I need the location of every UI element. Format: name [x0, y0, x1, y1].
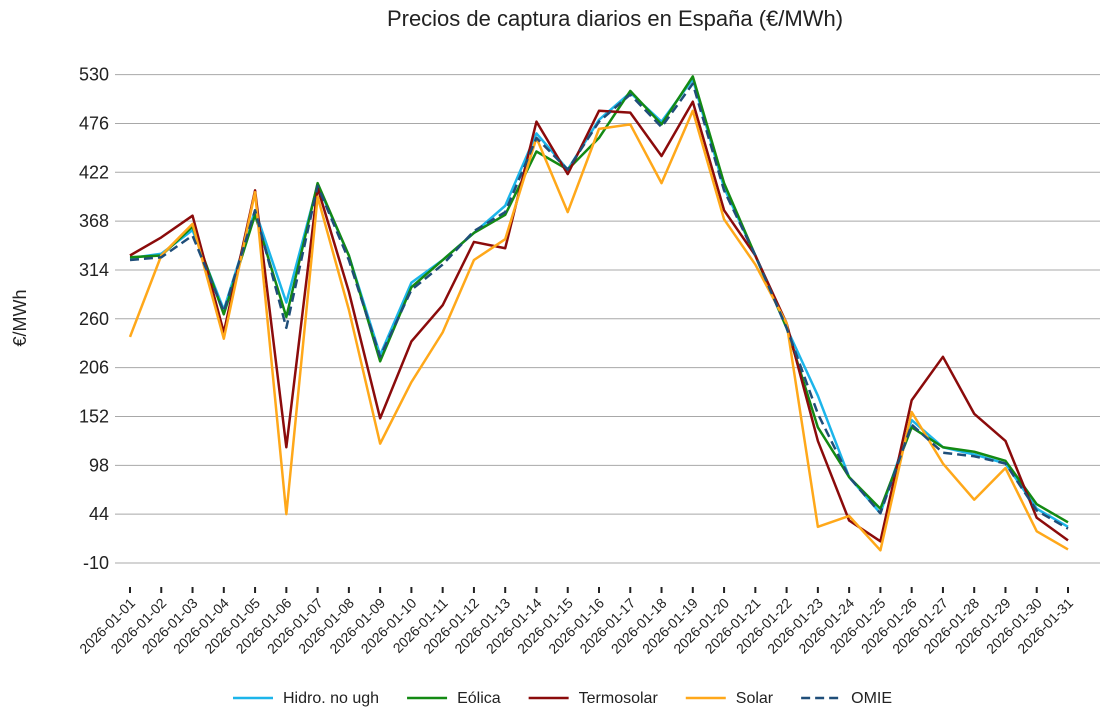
series-line: [129, 75, 1069, 524]
y-tick-label: 260: [79, 309, 109, 329]
y-axis-label: €/MWh: [10, 289, 30, 346]
y-tick-label: 152: [79, 406, 109, 426]
legend-label: Solar: [736, 690, 774, 707]
series-line: [129, 100, 1069, 543]
series-line: [129, 82, 1069, 530]
y-tick-label: 44: [89, 504, 109, 524]
legend-label: OMIE: [851, 690, 892, 707]
y-tick-label: 314: [79, 260, 109, 280]
y-tick-label: 422: [79, 162, 109, 182]
series-line: [128, 109, 1069, 552]
legend-label: Hidro. no ugh: [283, 690, 379, 707]
y-tick-label: 206: [79, 358, 109, 378]
y-tick-label: 476: [79, 113, 109, 133]
y-tick-label: -10: [83, 553, 109, 573]
y-tick-label: 530: [79, 65, 109, 85]
chart-title: Precios de captura diarios en España (€/…: [387, 6, 843, 31]
y-tick-label: 368: [79, 211, 109, 231]
legend-label: Termosolar: [579, 690, 659, 707]
series-line: [129, 77, 1069, 528]
legend-label: Eólica: [457, 690, 501, 707]
y-tick-label: 98: [89, 455, 109, 475]
